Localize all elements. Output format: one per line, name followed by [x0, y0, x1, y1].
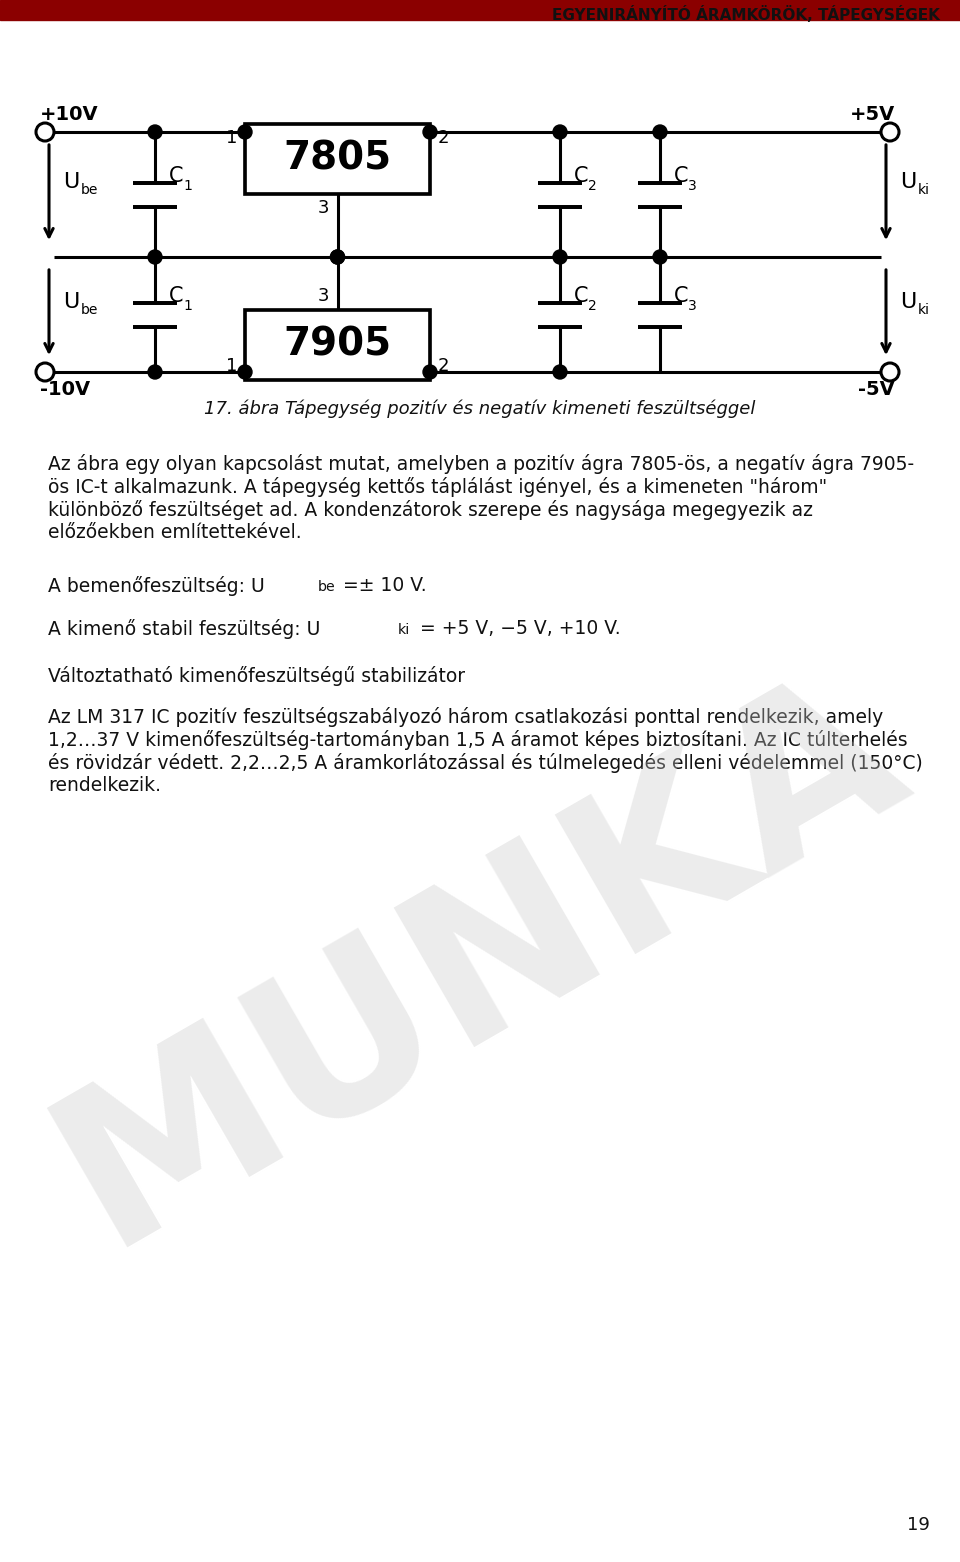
Text: C: C	[169, 286, 183, 306]
Bar	[245, 309, 430, 380]
Text: 2: 2	[588, 178, 597, 192]
Text: 3: 3	[688, 178, 697, 192]
Text: 7905: 7905	[283, 326, 392, 364]
Text: 1: 1	[226, 358, 237, 375]
Text: -5V: -5V	[858, 380, 895, 398]
Text: C: C	[674, 167, 688, 186]
Circle shape	[881, 123, 899, 141]
Circle shape	[553, 125, 567, 139]
Text: 2: 2	[438, 130, 449, 147]
Text: 2: 2	[438, 358, 449, 375]
Text: előzőekben említettekével.: előzőekben említettekével.	[48, 523, 301, 542]
Circle shape	[148, 250, 162, 264]
Text: =± 10 V.: =± 10 V.	[343, 576, 426, 595]
Text: 2: 2	[588, 298, 597, 312]
Circle shape	[36, 123, 54, 141]
Circle shape	[330, 250, 345, 264]
Text: +10V: +10V	[40, 105, 99, 123]
Text: U: U	[63, 172, 80, 192]
Text: 19: 19	[907, 1517, 930, 1534]
Text: ki: ki	[398, 623, 410, 637]
Text: Az ábra egy olyan kapcsolást mutat, amelyben a pozitív ágra 7805-ös, a negatív á: Az ábra egy olyan kapcsolást mutat, amel…	[48, 455, 914, 473]
Text: ki: ki	[918, 183, 930, 197]
Text: 3: 3	[318, 198, 329, 217]
Text: C: C	[169, 167, 183, 186]
Text: 1: 1	[226, 130, 237, 147]
Circle shape	[881, 362, 899, 381]
Text: U: U	[900, 292, 916, 312]
Text: 3: 3	[688, 298, 697, 312]
Text: Az LM 317 IC pozitív feszültségszabályozó három csatlakozási ponttal rendelkezik: Az LM 317 IC pozitív feszültségszabályoz…	[48, 708, 883, 726]
Circle shape	[148, 366, 162, 380]
Text: C: C	[574, 286, 588, 306]
Circle shape	[423, 125, 437, 139]
Text: 3: 3	[318, 287, 329, 305]
Text: 1: 1	[183, 298, 192, 312]
Text: ös IC-t alkalmazunk. A tápegység kettős táplálást igényel, és a kimeneten "három: ös IC-t alkalmazunk. A tápegység kettős …	[48, 476, 828, 497]
Text: C: C	[574, 167, 588, 186]
Circle shape	[553, 366, 567, 380]
Text: EGYENIRÁNYÍTÓ ÁRAMKÖRÖK, TÁPEGYSÉGEK: EGYENIRÁNYÍTÓ ÁRAMKÖRÖK, TÁPEGYSÉGEK	[552, 6, 940, 22]
Circle shape	[238, 366, 252, 380]
Circle shape	[423, 366, 437, 380]
Text: = +5 V, −5 V, +10 V.: = +5 V, −5 V, +10 V.	[420, 619, 620, 637]
Text: U: U	[900, 172, 916, 192]
Circle shape	[36, 362, 54, 381]
Text: Változtatható kimenőfeszültségű stabilizátor: Változtatható kimenőfeszültségű stabiliz…	[48, 665, 466, 686]
Text: -10V: -10V	[40, 380, 90, 398]
Text: U: U	[63, 292, 80, 312]
Text: A kimenő stabil feszültség: U: A kimenő stabil feszültség: U	[48, 619, 321, 639]
Text: 17. ábra Tápegység pozitív és negatív kimeneti feszültséggel: 17. ábra Tápegység pozitív és negatív ki…	[204, 398, 756, 417]
Text: +5V: +5V	[850, 105, 895, 123]
Circle shape	[330, 250, 345, 264]
Circle shape	[653, 125, 667, 139]
Text: 1,2…37 V kimenőfeszültség-tartományban 1,5 A áramot képes biztosítani. Az IC túl: 1,2…37 V kimenőfeszültség-tartományban 1…	[48, 729, 907, 750]
Text: A bemenőfeszültség: U: A bemenőfeszültség: U	[48, 576, 265, 597]
Text: MUNKA: MUNKA	[23, 636, 937, 1287]
Circle shape	[148, 125, 162, 139]
Text: különböző feszültséget ad. A kondenzátorok szerepe és nagysága megegyezik az: különböző feszültséget ad. A kondenzátor…	[48, 500, 813, 520]
Circle shape	[653, 250, 667, 264]
Text: be: be	[81, 183, 98, 197]
Text: C: C	[674, 286, 688, 306]
Circle shape	[238, 125, 252, 139]
Text: be: be	[318, 580, 336, 594]
Text: ki: ki	[918, 303, 930, 317]
Bar	[245, 123, 430, 194]
Text: be: be	[81, 303, 98, 317]
Bar	[0, 0, 960, 20]
Text: 7805: 7805	[283, 141, 392, 178]
Text: 1: 1	[183, 178, 192, 192]
Circle shape	[553, 250, 567, 264]
Text: rendelkezik.: rendelkezik.	[48, 776, 161, 795]
Text: és rövidzár védett. 2,2…2,5 A áramkorlátozással és túlmelegedés elleni védelemme: és rövidzár védett. 2,2…2,5 A áramkorlát…	[48, 753, 923, 773]
